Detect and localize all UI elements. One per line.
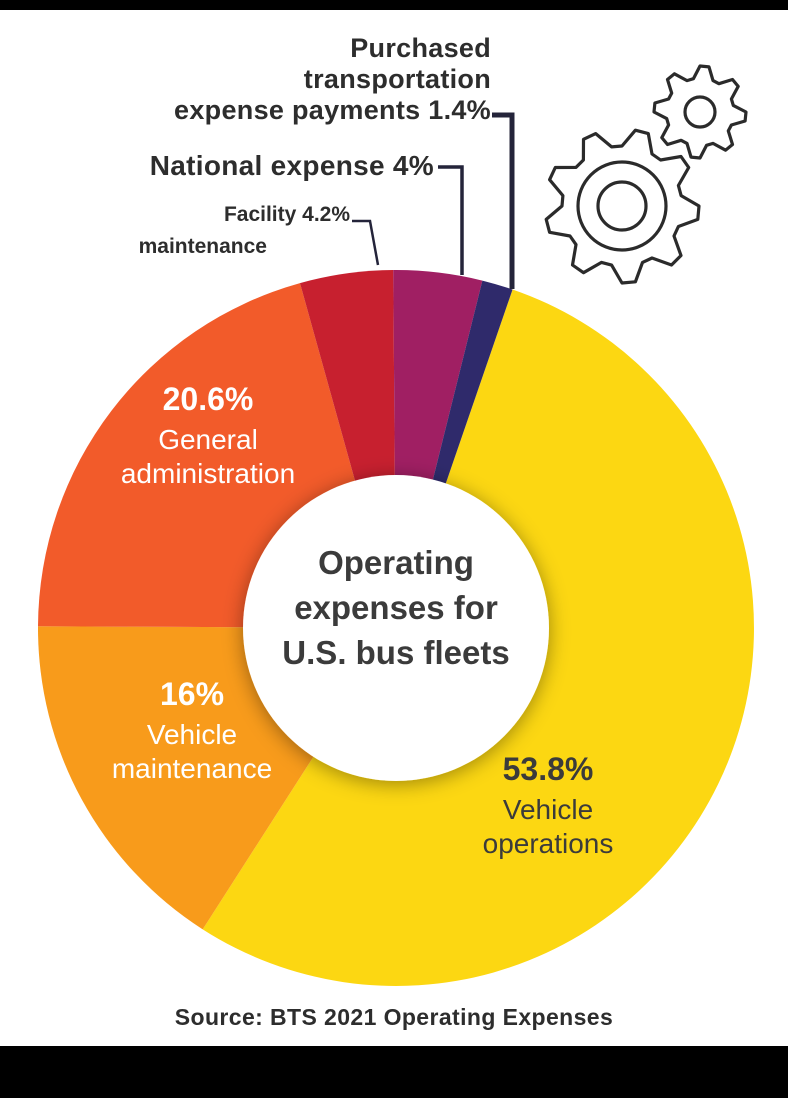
callout-facility-line1: Facility 4.2%	[223, 203, 350, 226]
general-administration-name-line1: General	[158, 424, 258, 455]
slice-label-vehicle-maintenance: 16% Vehicle maintenance	[112, 676, 272, 786]
big-gear-icon	[544, 128, 701, 285]
donut-hole	[243, 475, 549, 781]
callout-purchased-line2: transportation	[303, 64, 491, 94]
leader-line-national	[438, 165, 464, 275]
general-administration-name-line2: administration	[120, 458, 296, 489]
gears-icon	[544, 64, 748, 285]
vehicle-operations-name-line1: Vehicle	[502, 794, 594, 825]
source-attribution: Source: BTS 2021 Operating Expenses	[174, 1004, 614, 1030]
slice-label-vehicle-operations: 53.8% Vehicle operations	[483, 751, 614, 861]
vehicle-operations-name-line2: operations	[482, 828, 614, 859]
vehicle-operations-pct: 53.8%	[502, 751, 594, 787]
small-gear-hub	[683, 95, 717, 129]
callout-facility-line2: maintenance	[138, 235, 267, 258]
general-administration-pct: 20.6%	[162, 381, 254, 417]
vehicle-maintenance-pct: 16%	[159, 676, 225, 712]
slice-label-general-administration: 20.6% General administration	[121, 381, 295, 491]
callout-purchased-transportation: Purchased transportation expense payment…	[174, 33, 491, 126]
leader-line-purchased	[492, 112, 515, 289]
vehicle-maintenance-name-line2: maintenance	[111, 753, 273, 784]
chart-title-line1: Operating	[318, 544, 474, 581]
callout-purchased-line3: expense payments 1.4%	[174, 95, 491, 125]
leader-line-facility	[352, 219, 380, 266]
big-gear-rim	[576, 160, 668, 252]
chart-title-line2: expenses for	[294, 589, 498, 626]
chart-title-line3: U.S. bus fleets	[282, 634, 510, 671]
small-gear-icon	[652, 64, 748, 160]
big-gear-hub	[596, 180, 648, 232]
callout-national-expense: National expense 4%	[149, 150, 434, 181]
chart-title: Operating expenses for U.S. bus fleets	[282, 540, 509, 675]
callout-purchased-line1: Purchased	[350, 33, 491, 63]
leader-lines	[352, 112, 515, 289]
vehicle-maintenance-name-line1: Vehicle	[146, 719, 238, 750]
